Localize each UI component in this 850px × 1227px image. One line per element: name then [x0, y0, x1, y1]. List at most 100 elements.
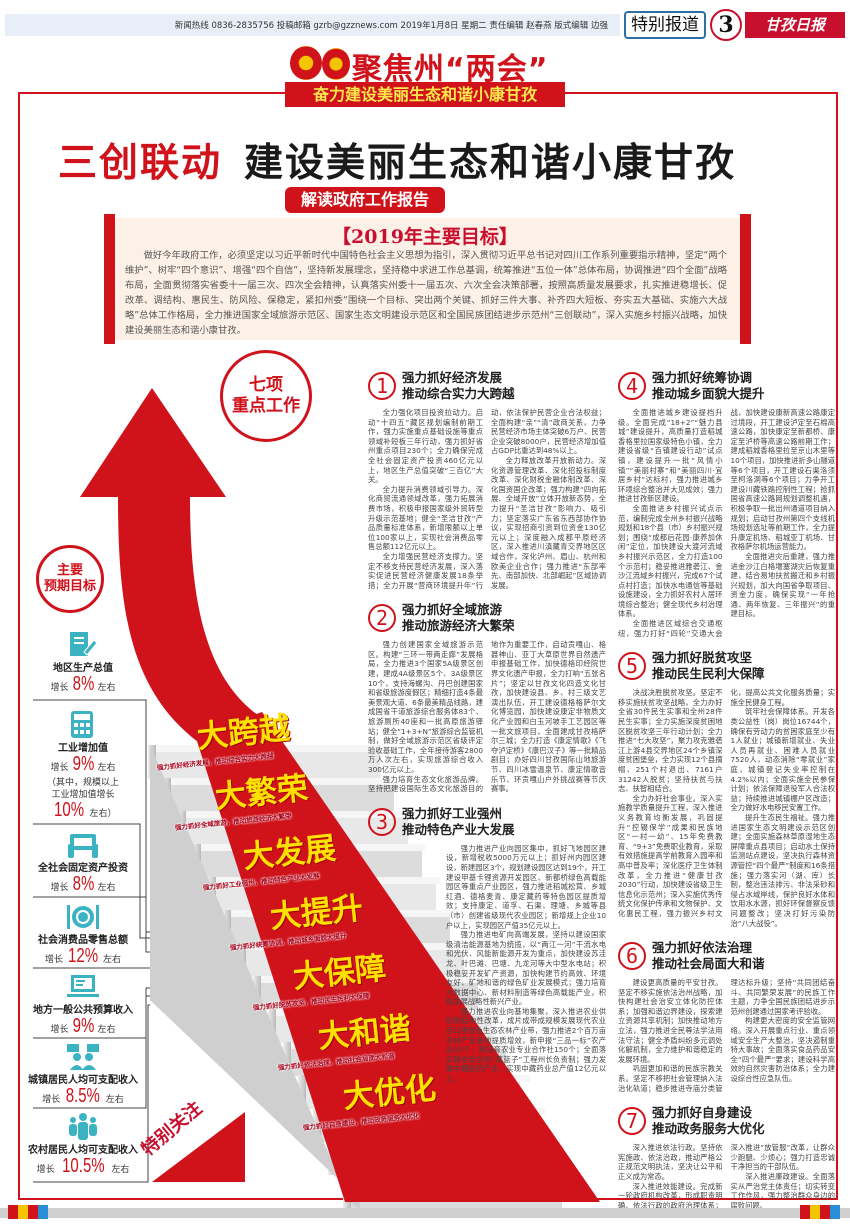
- section-title-line1: 强力抓好脱贫攻坚: [652, 650, 753, 666]
- goal-value-line: 增长 8% 左右: [22, 873, 144, 897]
- goal-value-line: 增长 8.5% 左右: [22, 1085, 144, 1109]
- goal-item: 城镇居民人均可支配收入 增长 8.5% 左右: [22, 1042, 144, 1109]
- section-paragraph: 全面推进乡村振兴试点示范，编制完成全州乡村振兴战略规划和18个县（市）乡村振兴规…: [618, 503, 723, 619]
- section-title: 强力抓好经济发展 推动综合实力大跨越: [402, 370, 515, 402]
- goal-prefix: 增长: [50, 883, 69, 893]
- section-paragraph: 提升生态民生福祉。强力推进国家生态文明建设示范区创建；全面实施森林草原湿地生态屏…: [730, 812, 836, 928]
- goal-note-suffix: 左右）: [89, 809, 117, 819]
- goal-value-line: 增长 8% 左右: [22, 674, 144, 697]
- section-title-line2: 推动政务服务大优化: [652, 1121, 765, 1137]
- goal-item: 社会消费品零售总额 增长 12% 左右: [22, 902, 144, 969]
- goal-item: 地方一般公共预算收入 增长 9% 左右: [22, 972, 144, 1039]
- section-paragraph: 强力推进产业向园区集中，抓好飞地园区建设，新增税收5000万元以上；抓好州内园区…: [446, 843, 606, 930]
- section-number: 1: [368, 372, 396, 400]
- headline-dark: 建设美丽生态和谐小康甘孜: [244, 141, 737, 186]
- national-emblem-icon: [290, 46, 322, 80]
- section-number: 6: [618, 942, 646, 971]
- group-icon: [69, 1113, 97, 1140]
- goal-value: 9%: [72, 753, 94, 775]
- people-chat-icon: [67, 1044, 99, 1070]
- page-number: 3: [710, 9, 742, 41]
- goals-text: 做好今年政府工作，必须坚定以习近平新时代中国特色社会主义思想为指引，深入贯彻习近…: [125, 250, 727, 336]
- seven-tasks-circle: 七项 重点工作: [220, 350, 312, 442]
- section-paragraph: 筑牢社会保障体系。开发各类公益性（岗）岗位16744个，确保有劳动力的贫困家庭至…: [730, 707, 836, 813]
- section-paragraph: 深入推进依法行政。坚持依宪施政、依法治政，推动严格公正规范文明执法，坚决让公平和…: [618, 1143, 723, 1181]
- masthead-bar: 新闻热线 0836-2835756 投稿邮箱 gzrb@gzznews.com …: [5, 14, 620, 36]
- section-header: 7 强力抓好自身建设 推动政务服务大优化: [618, 1105, 835, 1137]
- goal-label: 地方一般公共预算收入: [33, 1005, 133, 1016]
- section-body: 强力推进产业向园区集中，抓好飞地园区建设，新增税收5000万元以上；抓好州内园区…: [446, 844, 606, 1084]
- goal-prefix: 增长: [50, 683, 69, 693]
- section-title-line2: 推动综合实力大跨越: [402, 386, 515, 401]
- section-paragraph: 强力推进电矿向高端发展，坚持以建设国家级清洁能源基地为统揽，以“两江一河”干流水…: [446, 930, 606, 1007]
- goal-value-line: 增长 9% 左右: [22, 753, 144, 777]
- section-body: 深入推进依法行政。坚持依宪施政、依法治政，推动严格公正规范文明执法，坚决让公平和…: [618, 1143, 835, 1210]
- section-body: 决战决胜脱贫攻坚。坚定不移实施扶贫攻坚战略，全力办好全省30件民生实事和全州28…: [618, 688, 835, 928]
- section-title: 强力抓好工业强州 推动特色产业大发展: [402, 806, 515, 838]
- goal-label: 城镇居民人均可支配收入: [28, 1075, 138, 1086]
- section-paragraph: 全面推进区域综合交通枢纽，强力打好“四轮”交通大会战，加快建设康新高速公路康定过…: [618, 408, 835, 638]
- section-header: 3 强力抓好工业强州 推动特色产业大发展: [368, 806, 606, 838]
- section-tag: 特别报道: [624, 11, 706, 39]
- section-number: 4: [618, 372, 646, 400]
- goal-item: 全社会固定资产投资 增长 8% 左右: [22, 830, 144, 897]
- headline-red: 三创联动: [58, 141, 223, 186]
- goal-prefix: 增长: [36, 1165, 55, 1175]
- goal-value: 8%: [72, 873, 94, 895]
- section-paragraph: 全力增强民营经济支撑力。坚定不移支持民营经济发展，深入落实促进民营经济健康发展1…: [368, 408, 606, 590]
- section-paragraph: 强力推进农业向基地集聚，深入推进农业供给侧结构性改革，成片成带成规模发展现代农业…: [446, 1006, 606, 1084]
- red-carpet: [195, 712, 600, 1202]
- goal-suffix: 左右: [97, 883, 116, 893]
- focus-title: 聚焦州“两会”: [352, 52, 549, 87]
- section-header: 5 强力抓好脱贫攻坚 推动民生民利大保障: [618, 650, 835, 682]
- section-title: 强力抓好全域旅游 推动旅游经济大繁荣: [402, 602, 515, 634]
- box-bar-left: [104, 214, 115, 344]
- goal-note: （其中，规模以上: [46, 778, 119, 788]
- section-paragraph: 全面推进灾后重建，强力推进金沙江白格堰塞湖灾后恢复重建，结合易地扶贫搬迁和乡村振…: [730, 551, 836, 619]
- goal-value: 10.5%: [61, 1155, 105, 1177]
- masthead-info: 新闻热线 0836-2835756 投稿邮箱 gzrb@gzznews.com …: [174, 21, 608, 31]
- goal-suffix: 左右: [103, 955, 122, 965]
- goal-suffix: 左右: [97, 1025, 116, 1035]
- goal-value: 8.5%: [65, 1085, 101, 1107]
- section-header: 1 强力抓好经济发展 推动综合实力大跨越: [368, 370, 606, 402]
- goal-label: 地区生产总值: [53, 663, 113, 674]
- section-paragraph: 全力释放改革开放新动力。深化资源管理改革、深化招投标制度改革、深化财税金融体制改…: [491, 455, 606, 590]
- section: 2 强力抓好全域旅游 推动旅游经济大繁荣 强力创建国家全域旅游示范区。构建“三环一带两…: [368, 602, 606, 794]
- section-title: 强力抓好自身建设 推动政务服务大优化: [652, 1105, 765, 1137]
- report-label: 解读政府工作报告: [285, 187, 445, 213]
- section-header: 6 强力抓好依法治理 推动社会局面大和谐: [618, 940, 835, 972]
- section-paragraph: 全面推进城乡建设提档升级。全面完成“18+2”“魅力县城”建设提升，高质量打造稻…: [618, 408, 723, 504]
- section: 7 强力抓好自身建设 推动政务服务大优化深入推进依法行政。坚持依宪施政、依法治政，推…: [618, 1105, 835, 1210]
- box-bar-right: [740, 214, 751, 344]
- plate-cutlery-icon: [67, 905, 99, 929]
- goal-item: 工业增加值 增长 9% 左右 （其中，规模以上 工业增加值增长 10% 左右）: [22, 710, 144, 823]
- section-paragraph: 建设更高质量的平安甘孜。坚定不移实施依法治州战略，加快构建社会治安立体化防控体系…: [618, 978, 723, 1064]
- goal-label: 农村居民人均可支配收入: [28, 1145, 138, 1156]
- goal-label: 社会消费品零售总额: [38, 935, 128, 946]
- goal-prefix: 增长: [50, 763, 69, 773]
- section-title: 强力抓好脱贫攻坚 推动民生民利大保障: [652, 650, 765, 682]
- section-title-line2: 推动特色产业大发展: [402, 821, 515, 837]
- section-title-line1: 强力抓好依法治理: [652, 940, 753, 956]
- right-column: 4 强力抓好统筹协调 推动城乡面貌大提升全面推进城乡建设提档升级。全面完成“18+2…: [618, 370, 835, 1210]
- goal-suffix: 左右: [105, 1095, 124, 1105]
- section-paragraph: 巩固更加和谐的民族宗教关系。坚定不移把社会管理纳入法治化轨道；稳步推进寺庙分类管…: [618, 978, 835, 1093]
- section-title-line1: 强力抓好统筹协调: [652, 370, 753, 385]
- goal-value-line: 增长 9% 左右: [22, 1016, 144, 1039]
- section-paragraph: 全力强化项目投资拉动力。启动“十四五”藏区规划编制前期工作，强力实施重点基础设施…: [368, 408, 483, 485]
- bottom-logo-right: [800, 1205, 840, 1219]
- tablet-hands-icon: [68, 834, 98, 858]
- section-number: 5: [618, 652, 646, 681]
- section-title-line1: 强力抓好自身建设: [652, 1105, 753, 1121]
- bottom-logo-left: [8, 1205, 48, 1219]
- goals-box: [110, 218, 740, 340]
- section-paragraph: 强力培育生态文化旅游品牌。坚持把建设国际生态文化旅游目的地作为重要工作，启动贡嘎…: [368, 640, 606, 794]
- section-number: 2: [368, 604, 396, 633]
- section-title-line2: 推动城乡面貌大提升: [652, 386, 765, 401]
- cppcc-emblem-icon: [322, 48, 350, 80]
- headline: 三创联动 建设美丽生态和谐小康甘孜: [58, 132, 736, 188]
- section-paragraph: 深入推进效能建设。完成新一轮政府机构改革，形成职责明确、依法行政的政府治理体系；…: [618, 1143, 835, 1210]
- section-body: 建设更高质量的平安甘孜。坚定不移实施依法治州战略，加快构建社会治安立体化防控体系…: [618, 978, 835, 1093]
